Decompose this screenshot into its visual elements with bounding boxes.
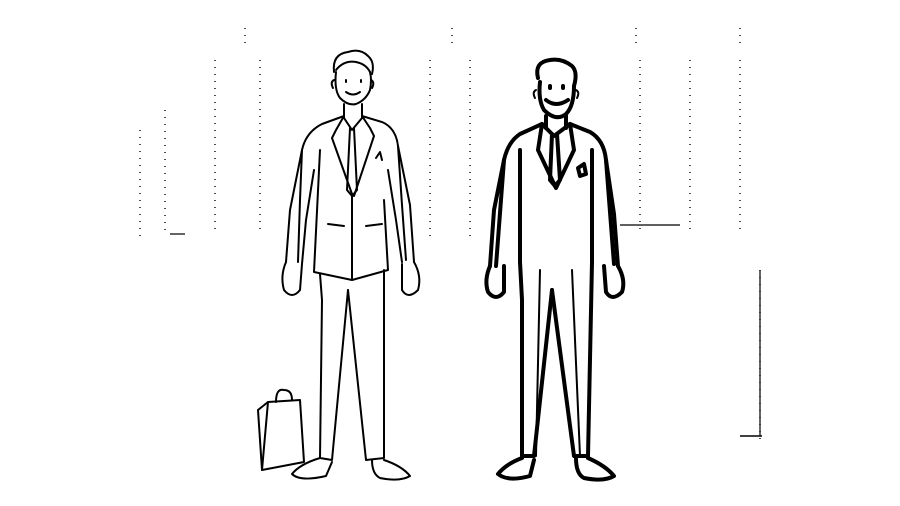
- face: [537, 80, 576, 120]
- briefcase-bag-icon: [257, 388, 305, 471]
- face: [334, 71, 372, 106]
- man-clean-shaven: [257, 49, 421, 481]
- hair: [535, 57, 578, 88]
- trousers: [319, 273, 349, 461]
- man-bearded: [484, 57, 626, 482]
- hair: [332, 49, 374, 75]
- background-dither: [139, 28, 762, 440]
